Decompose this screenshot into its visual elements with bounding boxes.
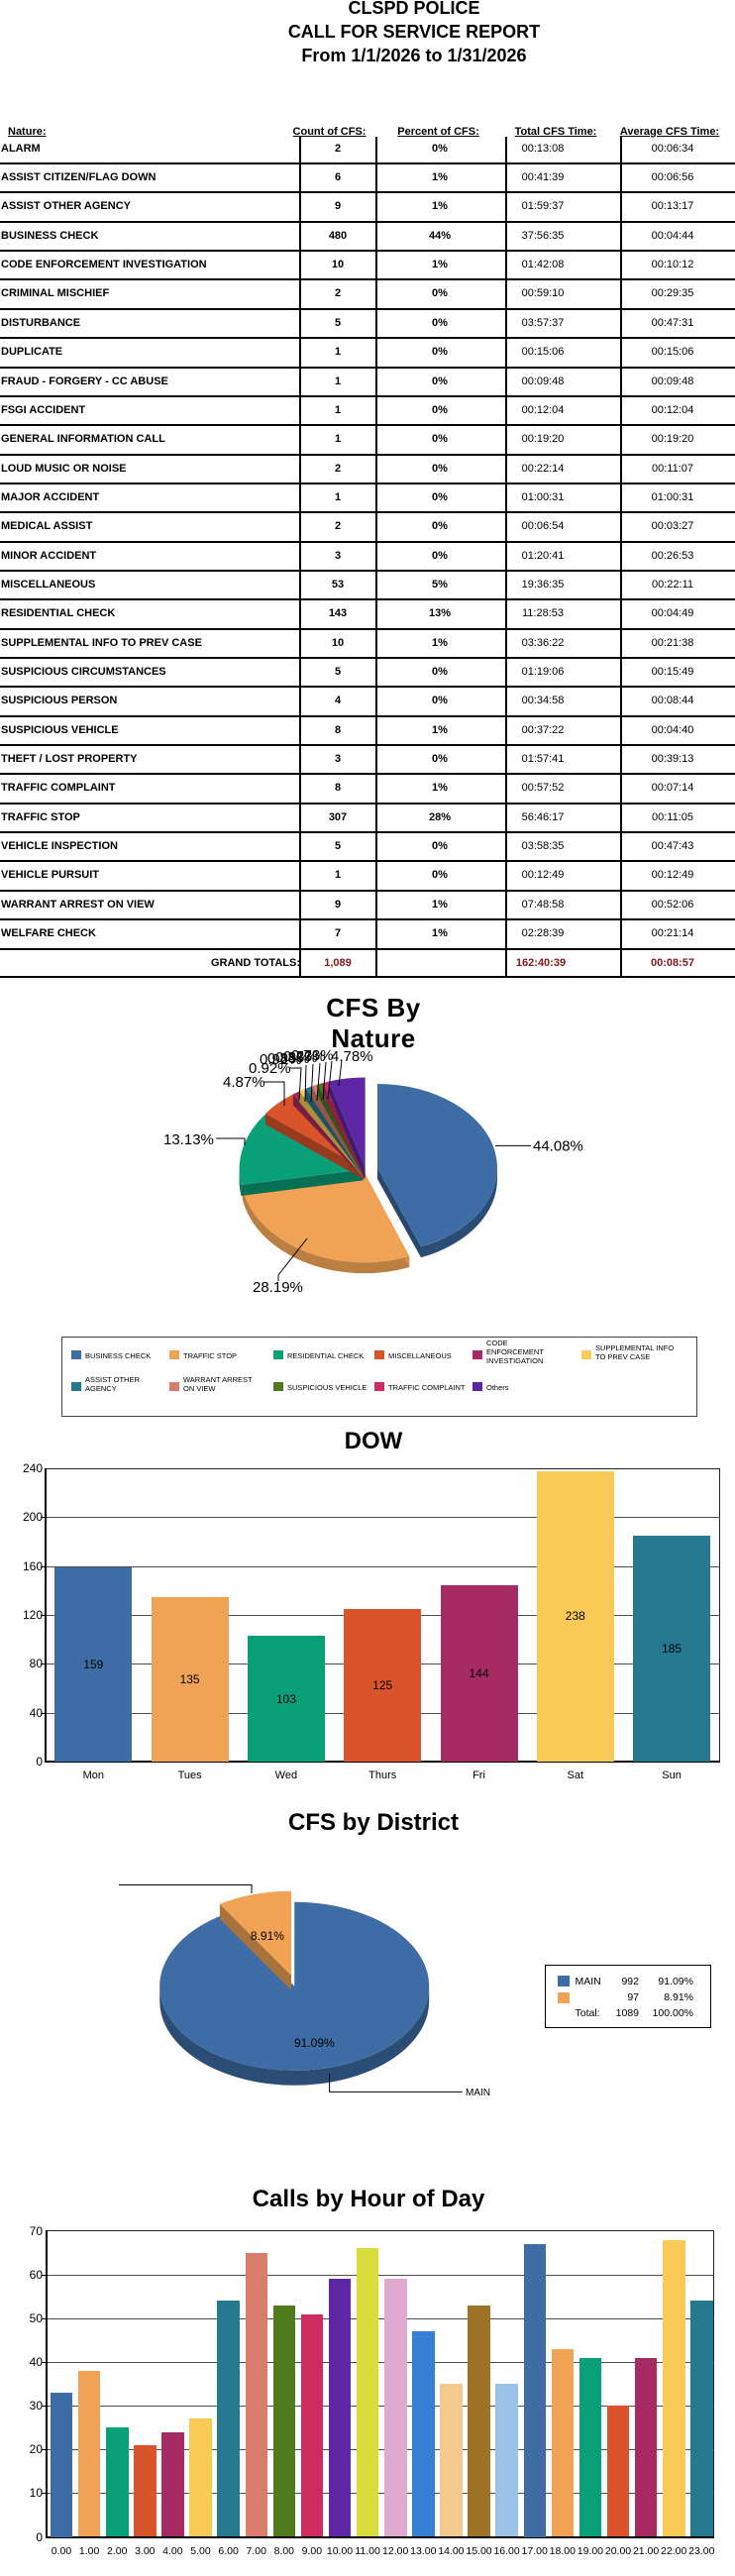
svg-text:0.83%: 0.83%	[267, 1050, 310, 1067]
svg-text:4.78%: 4.78%	[331, 1048, 373, 1065]
svg-text:91.09%: 91.09%	[294, 2036, 335, 2050]
svg-text:0.83%: 0.83%	[275, 1049, 318, 1066]
svg-text:0.92%: 0.92%	[249, 1060, 291, 1077]
svg-text:4.87%: 4.87%	[223, 1074, 265, 1091]
svg-text:0.73%: 0.73%	[283, 1048, 326, 1065]
svg-text:13.13%: 13.13%	[163, 1131, 214, 1148]
svg-text:0.92%: 0.92%	[260, 1051, 302, 1068]
svg-text:0.73%: 0.73%	[291, 1047, 334, 1064]
svg-text:28.19%: 28.19%	[253, 1279, 303, 1296]
svg-text:8.91%: 8.91%	[251, 1929, 284, 1943]
svg-text:MAIN: MAIN	[466, 2088, 490, 2098]
svg-text:44.08%: 44.08%	[533, 1137, 583, 1154]
